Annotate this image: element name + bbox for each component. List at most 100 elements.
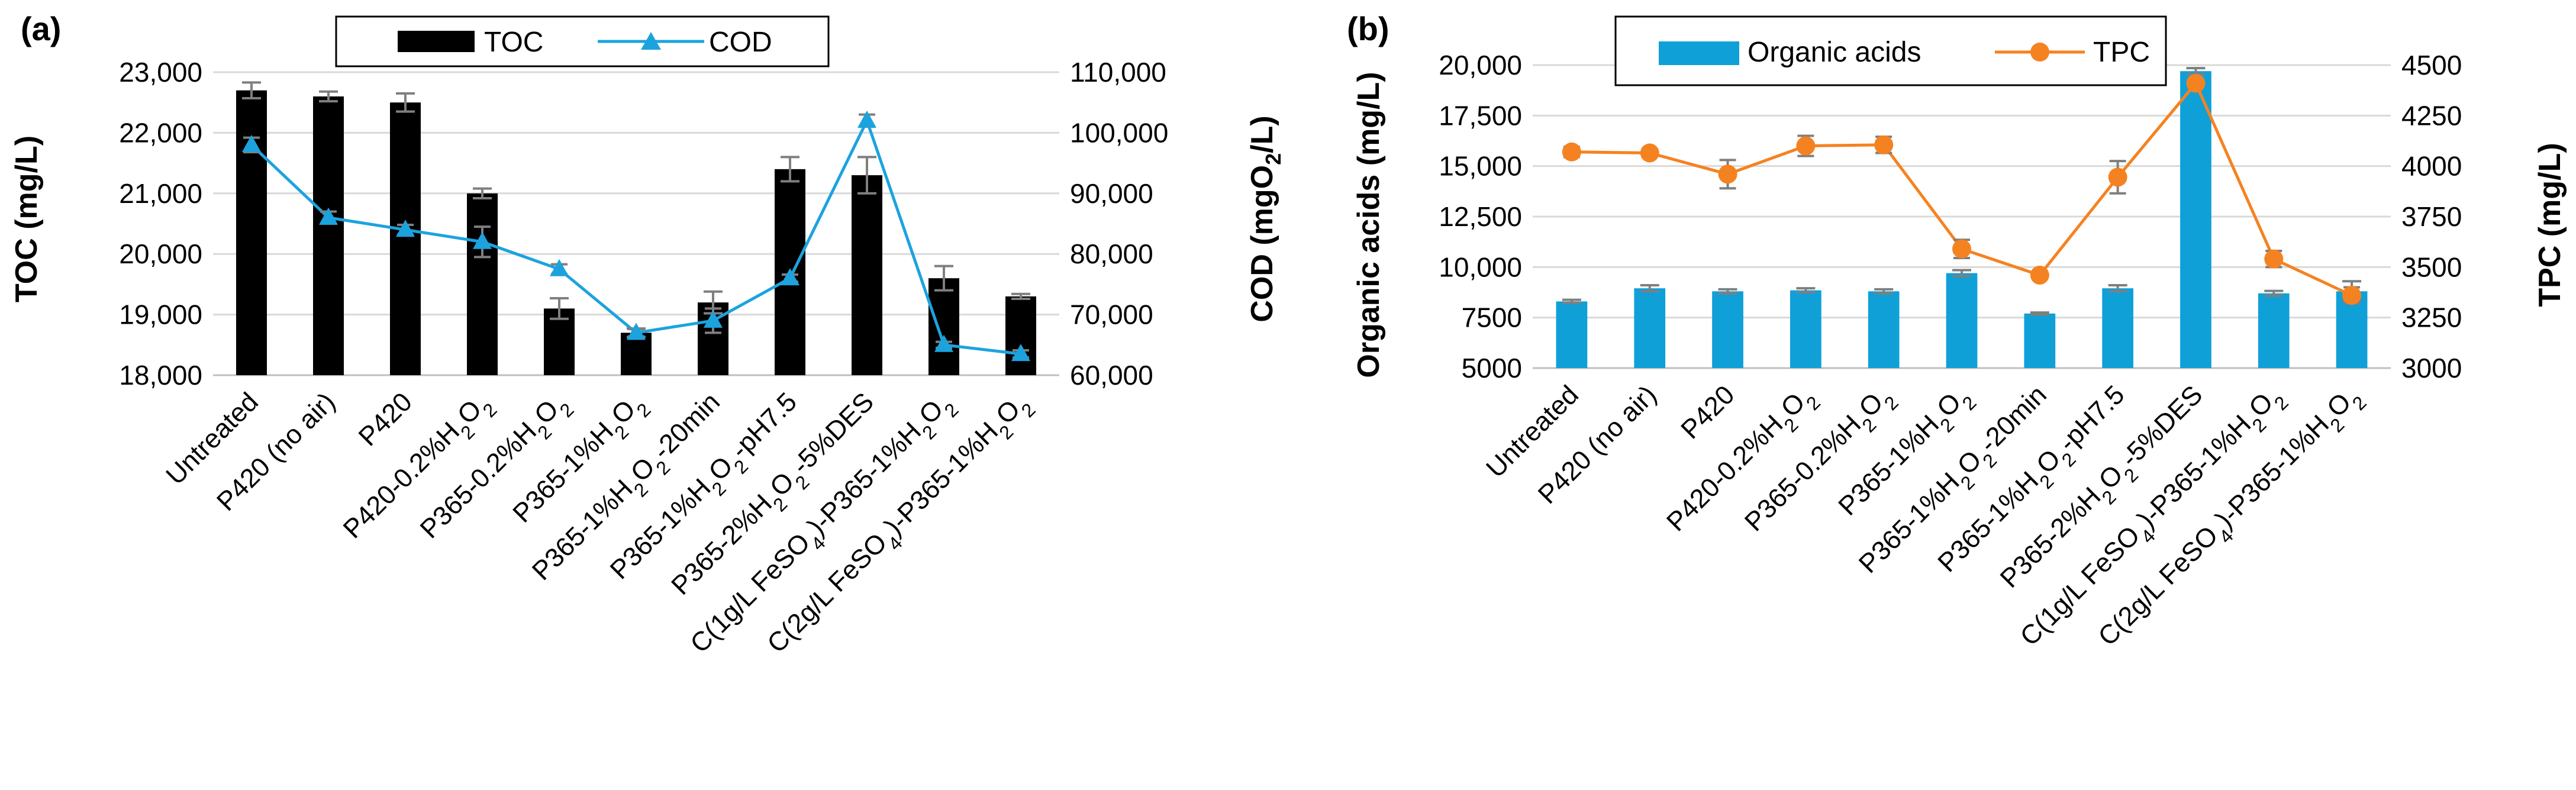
bar bbox=[467, 193, 498, 375]
x-tick-label: P420 bbox=[1675, 379, 1740, 444]
toc-bars bbox=[236, 90, 1036, 375]
y-left-tick-label: 12,500 bbox=[1439, 201, 1522, 232]
cod-axis-title: COD (mgO2/L) bbox=[1245, 115, 1285, 322]
line-point bbox=[934, 334, 953, 352]
y-right-tick-label: 3000 bbox=[2401, 353, 2462, 383]
panel-label-a: (a) bbox=[21, 10, 61, 47]
line-point bbox=[2186, 73, 2206, 93]
bar bbox=[2102, 288, 2133, 368]
bar bbox=[236, 90, 267, 375]
line-point bbox=[2108, 167, 2127, 187]
line-point bbox=[1640, 143, 1659, 163]
line-point bbox=[319, 207, 338, 225]
y-right-tick-label: 70,000 bbox=[1070, 299, 1153, 330]
legend-toc-swatch bbox=[398, 31, 475, 52]
y-left-tick-label: 23,000 bbox=[119, 57, 202, 88]
legend-b: Organic acids TPC bbox=[1614, 15, 2167, 86]
line-point bbox=[2264, 249, 2284, 269]
y-left-tick-label: 15,000 bbox=[1439, 151, 1522, 182]
y-left-tick-label: 17,500 bbox=[1439, 100, 1522, 131]
line-point bbox=[1796, 136, 1816, 156]
line-point bbox=[627, 323, 646, 340]
y-right-tick-label: 4500 bbox=[2401, 50, 2462, 80]
legend-toc-label: TOC bbox=[484, 27, 543, 58]
line-point bbox=[1874, 135, 1894, 154]
y-left-tick-label: 21,000 bbox=[119, 178, 202, 209]
y-left-tick-label: 10,000 bbox=[1439, 251, 1522, 282]
toc-error-bars bbox=[242, 81, 1030, 338]
y-left-tick-label: 19,000 bbox=[119, 299, 202, 330]
line-point bbox=[242, 134, 261, 152]
legend-organic-acids-label: Organic acids bbox=[1748, 37, 1921, 68]
tpc-line bbox=[1562, 73, 2362, 305]
cod-axis-title-main: COD (mgO bbox=[1245, 165, 1279, 323]
cod-axis-title-end: /L) bbox=[1245, 115, 1279, 153]
toc-axis-ticks: 18,000 19,000 20,000 21,000 22,000 23,000 bbox=[119, 57, 202, 391]
bar bbox=[390, 102, 421, 375]
bar bbox=[1556, 301, 1588, 368]
line-point bbox=[550, 259, 569, 276]
legend-organic-acids-swatch bbox=[1659, 41, 1739, 65]
organic-acids-error-bars bbox=[1562, 67, 2362, 316]
bar bbox=[1790, 290, 1821, 368]
bar bbox=[1868, 291, 1900, 368]
bar bbox=[1634, 288, 1666, 368]
bar bbox=[1946, 273, 1978, 368]
line-point bbox=[704, 310, 723, 328]
cod-axis-title-sub: 2 bbox=[1261, 153, 1285, 165]
organic-acids-axis-title: Organic acids (mg/L) bbox=[1352, 72, 1386, 378]
y-left-tick-label: 5000 bbox=[1462, 353, 1522, 383]
line-point bbox=[1718, 165, 1737, 184]
y-left-tick-label: 22,000 bbox=[119, 117, 202, 148]
cod-axis-ticks: 60,000 70,000 80,000 90,000 100,000 110,000 bbox=[1070, 57, 1168, 391]
line-point bbox=[1011, 344, 1030, 362]
line-point bbox=[1952, 239, 1971, 259]
line-point bbox=[396, 220, 415, 237]
line-point bbox=[2030, 265, 2049, 285]
bar bbox=[2258, 293, 2290, 368]
line-point bbox=[2342, 286, 2362, 305]
x-tick-label: P420 bbox=[353, 386, 418, 452]
toc-axis-title: TOC (mg/L) bbox=[9, 136, 44, 302]
legend-tpc-marker bbox=[2030, 43, 2049, 62]
bar bbox=[313, 96, 344, 375]
bar bbox=[1712, 291, 1743, 368]
y-right-tick-label: 100,000 bbox=[1070, 117, 1168, 148]
tpc-axis-title: TPC (mg/L) bbox=[2533, 143, 2567, 307]
y-right-tick-label: 3250 bbox=[2401, 302, 2462, 333]
y-right-tick-label: 110,000 bbox=[1070, 57, 1166, 88]
organic-acids-bars bbox=[1556, 71, 2368, 369]
y-right-tick-label: 90,000 bbox=[1070, 178, 1153, 209]
line-point bbox=[473, 231, 492, 249]
bar bbox=[1005, 296, 1036, 375]
line-point bbox=[781, 268, 799, 286]
bar bbox=[928, 278, 959, 375]
organic-acids-axis-ticks: 5000 7500 10,000 12,500 15,000 17,500 20,000 bbox=[1439, 50, 1522, 383]
bar bbox=[852, 175, 882, 375]
legend-cod-label: COD bbox=[709, 27, 772, 58]
y-right-tick-label: 3750 bbox=[2401, 201, 2462, 232]
y-right-tick-label: 4000 bbox=[2401, 151, 2462, 182]
y-right-tick-label: 3500 bbox=[2401, 251, 2462, 282]
cod-line bbox=[242, 110, 1030, 362]
tpc-axis-ticks: 3000 3250 3500 3750 4000 4250 4500 bbox=[2401, 50, 2462, 383]
legend-a: TOC COD bbox=[335, 15, 830, 67]
gridlines-a bbox=[213, 71, 1059, 376]
line-point bbox=[857, 110, 876, 128]
y-left-tick-label: 20,000 bbox=[1439, 50, 1522, 80]
y-left-tick-label: 7500 bbox=[1462, 302, 1522, 333]
y-right-tick-label: 80,000 bbox=[1070, 238, 1153, 269]
legend-cod-marker bbox=[641, 32, 661, 50]
legend-tpc-label: TPC bbox=[2093, 37, 2150, 68]
bar bbox=[2024, 313, 2056, 368]
bar bbox=[2180, 71, 2211, 369]
y-right-tick-label: 4250 bbox=[2401, 100, 2462, 131]
y-left-tick-label: 18,000 bbox=[119, 360, 202, 391]
series-line bbox=[250, 117, 1021, 356]
line-point bbox=[1562, 142, 1581, 162]
chart-panel-a: (a) 18,000 19,000 20,000 21,000 22,000 23,000… bbox=[9, 10, 1285, 659]
panel-label-b: (b) bbox=[1347, 10, 1389, 47]
